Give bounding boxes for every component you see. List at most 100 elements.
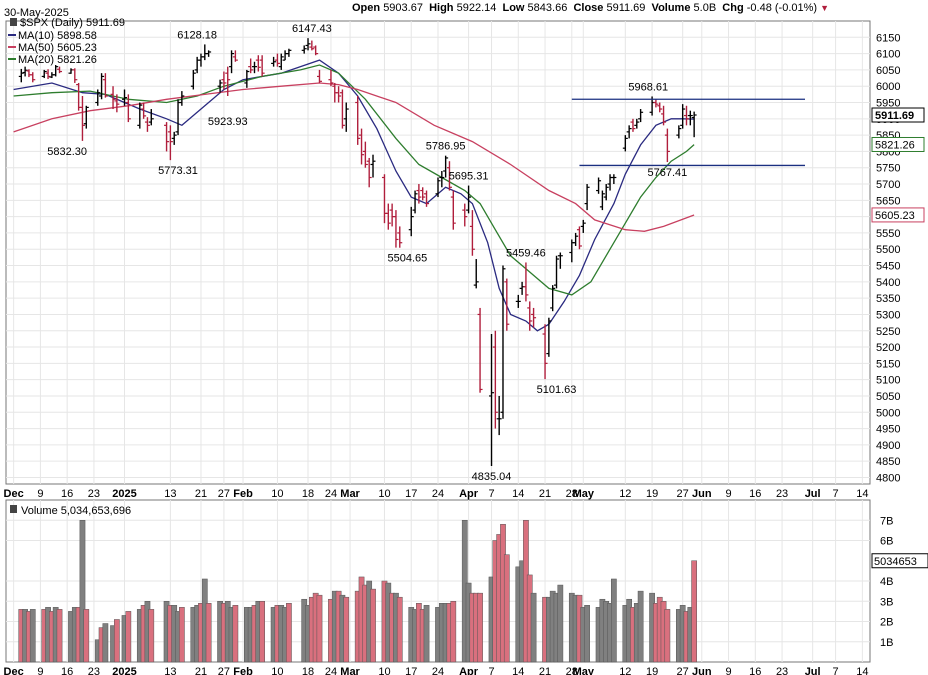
ma-line-ma20	[13, 64, 695, 296]
x-tick-label: 7	[488, 488, 494, 500]
ohlc-bar	[542, 324, 548, 380]
ohlc-bar	[603, 184, 609, 201]
x-tick-label: 16	[749, 488, 761, 500]
price-annotation: 5923.93	[208, 116, 248, 128]
ohlc-bar	[676, 125, 682, 139]
volume-x-tick-label: 24	[325, 666, 337, 675]
price-tick-label: 4850	[876, 456, 900, 468]
ohlc-bar	[638, 109, 644, 123]
legend-entry: MA(20) 5821.26	[18, 54, 97, 66]
ohlc-bar	[22, 66, 28, 77]
price-tick-label: 4950	[876, 424, 900, 436]
x-tick-label: Feb	[233, 488, 253, 500]
ohlc-bar	[122, 89, 128, 106]
ohlc-bar	[584, 184, 590, 211]
volume-x-tick-label: 7	[833, 666, 839, 675]
ohlc-bar	[435, 177, 441, 198]
x-tick-label: 9	[37, 488, 43, 500]
x-tick-label: 21	[195, 488, 207, 500]
open-value: 5903.67	[383, 2, 423, 14]
ohlc-bar	[500, 265, 506, 419]
ohlc-bar	[611, 174, 617, 185]
ohlc-bar	[443, 155, 449, 178]
x-tick-label: 10	[271, 488, 283, 500]
chart-date: 30-May-2025	[4, 7, 69, 19]
ohlc-bar	[305, 38, 311, 51]
volume-tick-label: 1B	[880, 637, 893, 649]
volume-bar	[179, 607, 185, 663]
ohlc-bar	[653, 99, 659, 108]
volume-tick-label: 4B	[880, 576, 893, 588]
volume-tick-label: 6B	[880, 536, 893, 548]
ohlc-bar	[339, 89, 345, 129]
price-tick-label: 5050	[876, 391, 900, 403]
price-annotation: 5773.31	[158, 165, 198, 177]
volume-x-tick-label: 23	[88, 666, 100, 675]
volume-tick-label: 2B	[880, 617, 893, 629]
price-annotation: 6128.18	[177, 29, 217, 41]
price-tick-label: 5700	[876, 179, 900, 191]
ohlc-bar	[217, 79, 223, 93]
ohlc-bar	[527, 301, 533, 331]
ma-line-ma50	[13, 82, 695, 232]
price-annotation: 5459.46	[506, 247, 546, 259]
volume-x-tick-label: 10	[378, 666, 390, 675]
ohlc-bar	[385, 203, 391, 230]
x-tick-label: Jul	[805, 488, 821, 500]
volume-bar	[584, 605, 590, 663]
volume-tag-box	[871, 553, 928, 569]
price-tag-box	[871, 136, 925, 152]
ohlc-bar	[102, 73, 108, 98]
x-tick-label: 19	[646, 488, 658, 500]
ohlc-bar	[229, 50, 235, 74]
x-tick-label: 9	[725, 488, 731, 500]
ohlc-bar	[489, 334, 495, 467]
volume-x-tick-label: Dec	[4, 666, 24, 675]
x-tick-label: 14	[856, 488, 868, 500]
ohlc-bar	[18, 68, 24, 83]
ohlc-bar	[576, 226, 582, 250]
price-tick-label: 5250	[876, 326, 900, 338]
x-tick-label: 23	[776, 488, 788, 500]
ohlc-bar	[286, 48, 292, 57]
ohlc-bar	[626, 125, 632, 139]
volume-bar	[125, 611, 132, 663]
price-annotation: 5101.63	[537, 384, 577, 396]
volume-bar	[557, 584, 564, 663]
ohlc-bar	[301, 45, 307, 54]
ohlc-bar	[137, 102, 143, 129]
volume-bar	[286, 603, 292, 663]
volume-bar	[83, 609, 90, 663]
ohlc-bar	[420, 187, 426, 201]
ohlc-bar	[664, 128, 670, 163]
volume-x-tick-label: 19	[646, 666, 658, 675]
x-tick-label: 24	[432, 488, 444, 500]
low-value: 5843.66	[527, 2, 568, 14]
ohlc-bar	[622, 135, 628, 152]
price-tick-label: 5350	[876, 293, 900, 305]
volume-x-tick-label: Mar	[340, 666, 360, 675]
x-tick-label: 2025	[112, 488, 136, 500]
price-tick-label: 5300	[876, 309, 900, 321]
ohlc-bar	[225, 66, 231, 96]
ohlc-bar	[343, 102, 349, 132]
ohlc-bar	[362, 141, 368, 168]
ohlc-bar	[79, 95, 85, 141]
ohlc-bar	[125, 94, 131, 123]
ohlc-bar	[141, 102, 147, 119]
volume-x-tick-label: 21	[195, 666, 207, 675]
ohlc-bar	[95, 89, 101, 106]
chart-type-icon	[10, 18, 17, 26]
price-tag-box	[871, 207, 925, 223]
ohlc-bar	[251, 61, 257, 74]
ohlc-bar	[462, 203, 468, 227]
volume-bar	[423, 605, 430, 663]
ohlc-bar	[416, 184, 422, 204]
volume-tick-label: 7B	[880, 515, 893, 527]
ohlc-bar	[439, 170, 445, 188]
ohlc-bar	[557, 252, 563, 269]
chg-value: -0.48 (-0.01%)	[746, 2, 818, 14]
volume-x-tick-label: 27	[677, 666, 689, 675]
price-tick-label: 5100	[876, 375, 900, 387]
